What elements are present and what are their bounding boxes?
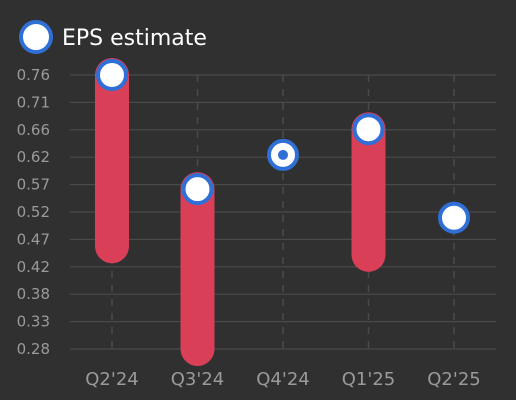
legend-marker-icon [19, 20, 53, 54]
y-tick-label: 0.52 [17, 203, 50, 221]
x-category-label: Q1'25 [342, 369, 395, 390]
y-tick-label: 0.62 [17, 148, 50, 166]
estimate-marker-center-dot [278, 149, 288, 160]
range-bars [95, 58, 386, 366]
range-bar [351, 112, 386, 272]
y-tick-label: 0.42 [17, 258, 50, 276]
vertical-gridlines [111, 75, 455, 352]
estimate-marker [96, 59, 128, 91]
x-axis-category-labels: Q2'24 Q3'24 Q4'24 Q1'25 Q2'25 [85, 369, 480, 390]
y-tick-label: 0.66 [17, 121, 50, 139]
y-tick-label: 0.57 [17, 176, 50, 194]
y-axis-tick-labels: 0.28 0.33 0.38 0.42 0.47 0.52 0.57 0.62 0.66 0.71… [17, 66, 50, 358]
x-category-label: Q4'24 [256, 369, 309, 390]
legend: EPS estimate [19, 20, 207, 54]
y-tick-label: 0.71 [17, 93, 50, 111]
horizontal-gridlines [70, 74, 496, 350]
estimate-marker [352, 113, 385, 146]
estimate-marker [438, 201, 470, 234]
x-category-label: Q3'24 [171, 369, 224, 390]
y-tick-label: 0.33 [17, 313, 50, 331]
estimate-markers [96, 59, 470, 234]
legend-label: EPS estimate [62, 26, 207, 51]
y-tick-label: 0.38 [17, 285, 50, 303]
estimate-marker [181, 173, 214, 206]
range-bar [95, 58, 129, 264]
y-tick-label: 0.47 [17, 230, 50, 248]
x-category-label: Q2'25 [427, 369, 480, 390]
range-bar [180, 172, 215, 366]
y-tick-label: 0.28 [17, 340, 50, 358]
y-tick-label: 0.76 [17, 66, 50, 84]
x-category-label: Q2'24 [85, 369, 138, 390]
